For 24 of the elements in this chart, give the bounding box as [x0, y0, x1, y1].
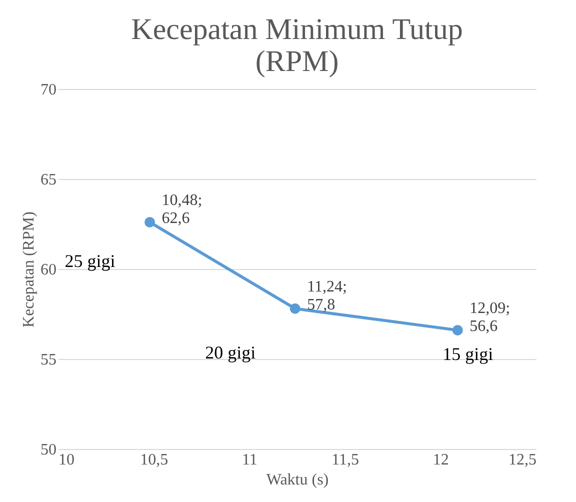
point [452, 324, 463, 336]
y-tick-label: 60 [40, 262, 56, 278]
y-tick-label: 70 [40, 82, 56, 98]
data-label: 10,48; 62,6 [162, 192, 202, 228]
text: Kecepatan Minimum Tutup [131, 13, 463, 46]
y-tick-label: 50 [40, 442, 56, 458]
y-axis-title: Kecepatan (RPM) [20, 212, 38, 328]
annotation: 25 gigi [64, 251, 116, 272]
data-label: 11,24; 57,8 [307, 278, 347, 314]
annotation: 15 gigi [442, 344, 494, 364]
x-axis-title: Waktu (s) [266, 472, 329, 488]
text: (RPM) [255, 45, 339, 78]
y-tick-label: 55 [40, 352, 56, 368]
point [144, 216, 156, 228]
x-tick-label: 10,5 [140, 452, 168, 468]
x-tick-label: 11,5 [332, 452, 360, 468]
y-tick-label: 65 [40, 172, 56, 188]
x-tick-label: 12,5 [508, 452, 536, 468]
data-label: 12,09; 56,6 [470, 300, 510, 336]
annotation: 20 gigi [205, 342, 256, 363]
x-tick-label: 11 [242, 452, 258, 468]
point [290, 303, 300, 314]
x-tick-label: 12 [432, 452, 449, 468]
x-tick-label: 10 [58, 452, 74, 468]
